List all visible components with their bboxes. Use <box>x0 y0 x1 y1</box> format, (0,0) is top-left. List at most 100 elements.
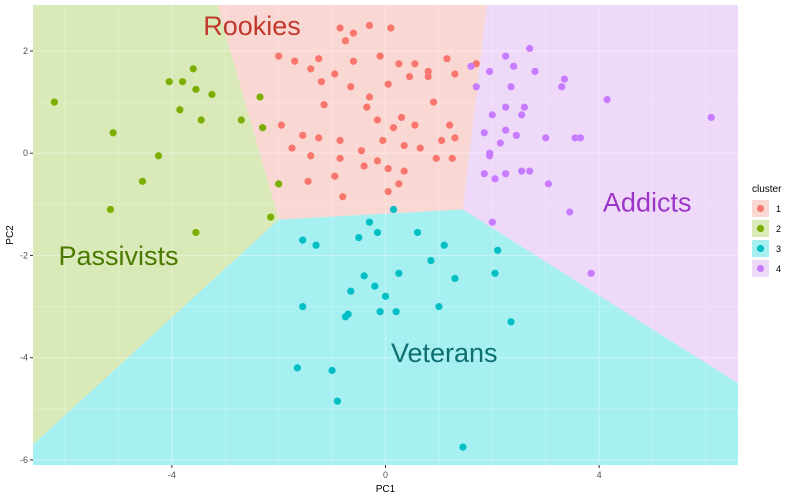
data-point <box>389 205 398 214</box>
data-point <box>339 193 347 201</box>
data-point <box>373 228 382 237</box>
data-point <box>459 443 467 451</box>
data-point <box>587 269 595 277</box>
data-point <box>336 24 344 32</box>
grid-lines <box>33 5 738 465</box>
data-point <box>502 170 510 178</box>
data-point <box>371 282 379 290</box>
data-point <box>315 55 323 63</box>
data-point <box>365 93 374 101</box>
legend-label: 4 <box>776 264 781 274</box>
data-point <box>315 134 323 142</box>
region-label-veterans: Veterans <box>391 338 498 368</box>
data-point <box>365 218 374 226</box>
data-point <box>288 144 296 152</box>
region-cluster-3 <box>33 209 738 465</box>
data-point <box>488 218 496 226</box>
data-point <box>154 152 163 160</box>
data-point <box>413 228 422 237</box>
data-point <box>531 67 539 76</box>
data-point <box>381 292 390 300</box>
data-point <box>507 83 515 91</box>
data-point <box>256 93 264 101</box>
data-point <box>443 55 451 63</box>
data-point <box>435 302 443 311</box>
legend-title: cluster <box>752 184 782 195</box>
data-point <box>384 80 392 88</box>
data-point <box>566 208 574 216</box>
y-axis-title: PC2 <box>5 225 16 245</box>
x-tick-label: 0 <box>383 470 388 480</box>
data-point <box>451 70 459 78</box>
legend-key-point <box>756 224 765 233</box>
data-point <box>349 29 358 37</box>
data-point <box>480 129 488 137</box>
data-point <box>389 124 398 132</box>
data-point <box>445 121 454 129</box>
series-cluster-2 <box>50 65 283 237</box>
data-point <box>237 116 245 124</box>
legend-label: 1 <box>776 204 781 214</box>
data-point <box>320 101 328 109</box>
legend-entry-3: 3 <box>752 240 781 257</box>
legend-key-point <box>756 264 765 273</box>
y-tick-label: -6 <box>20 455 28 465</box>
data-point <box>400 167 408 175</box>
data-point <box>558 83 566 91</box>
data-point <box>138 177 147 185</box>
data-point <box>299 131 307 139</box>
data-point <box>165 78 173 86</box>
data-point <box>707 113 715 122</box>
data-point <box>347 287 355 295</box>
data-point <box>331 172 339 180</box>
data-point <box>395 269 403 277</box>
data-point <box>106 205 115 214</box>
data-point <box>363 103 371 111</box>
data-point <box>603 95 611 104</box>
data-point <box>502 52 510 60</box>
data-point <box>333 397 342 405</box>
y-tick-label: 2 <box>23 46 28 56</box>
data-point <box>427 256 435 265</box>
region-cluster-4 <box>462 5 738 384</box>
data-point <box>331 70 339 78</box>
data-point <box>349 57 358 65</box>
data-point <box>502 103 510 111</box>
data-point <box>387 24 395 32</box>
y-axis: 2 0 -2 -4 -6 <box>20 46 33 465</box>
series-cluster-3 <box>293 205 515 451</box>
data-point <box>317 78 326 86</box>
legend: cluster 1 2 3 4 <box>748 178 796 280</box>
data-point <box>192 228 200 237</box>
data-point <box>448 154 456 162</box>
data-point <box>467 62 475 70</box>
data-point <box>347 83 355 91</box>
data-point <box>379 136 387 145</box>
region-cluster-1 <box>217 5 487 220</box>
data-point <box>437 136 446 145</box>
data-point <box>491 269 499 277</box>
series-cluster-1 <box>275 21 480 201</box>
data-point <box>293 364 301 372</box>
data-point <box>365 21 374 30</box>
region-label-passivists: Passivists <box>58 241 178 271</box>
data-point <box>451 274 459 283</box>
data-point <box>451 134 459 142</box>
data-point <box>336 154 344 162</box>
data-point <box>488 111 496 119</box>
data-point <box>357 147 366 155</box>
data-point <box>344 310 352 318</box>
data-point <box>526 167 534 175</box>
data-point <box>510 62 518 70</box>
legend-key-point <box>756 244 765 253</box>
data-point <box>576 134 585 142</box>
data-point <box>267 213 275 221</box>
data-point <box>275 52 283 60</box>
data-point <box>304 177 312 185</box>
data-point <box>307 152 315 160</box>
data-point <box>376 52 384 60</box>
data-point <box>480 170 488 178</box>
data-point <box>416 144 424 152</box>
data-point <box>328 366 336 375</box>
